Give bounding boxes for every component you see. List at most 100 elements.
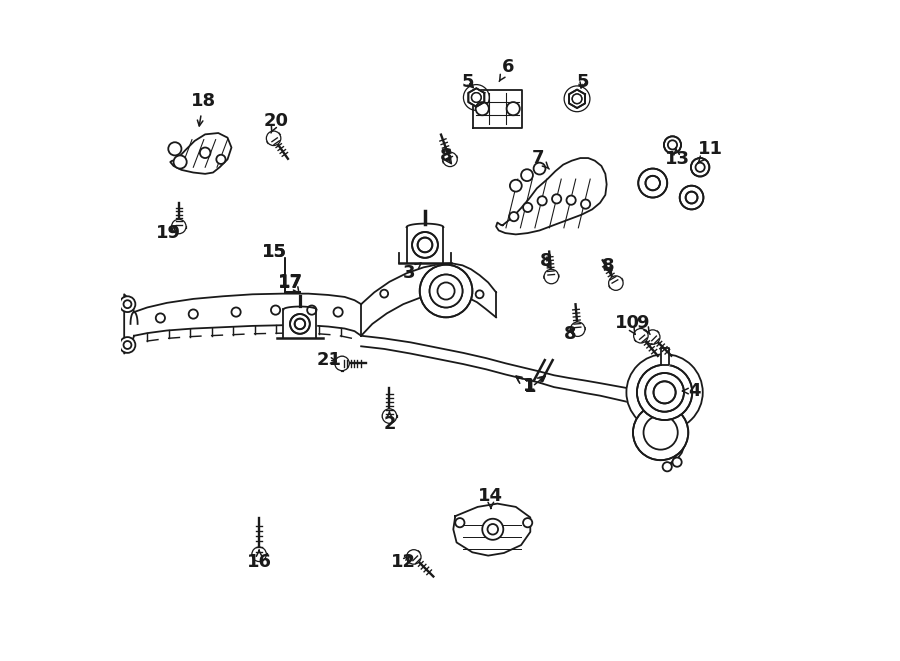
Circle shape	[637, 365, 692, 420]
Text: 18: 18	[191, 93, 216, 126]
Polygon shape	[496, 158, 607, 235]
Circle shape	[581, 200, 590, 209]
Circle shape	[172, 219, 186, 234]
Circle shape	[156, 313, 165, 323]
Circle shape	[168, 142, 182, 155]
Circle shape	[290, 314, 310, 334]
Circle shape	[507, 102, 520, 115]
Polygon shape	[407, 223, 444, 262]
Polygon shape	[569, 90, 585, 108]
Text: 21: 21	[317, 351, 341, 369]
Text: 11: 11	[698, 140, 724, 163]
Circle shape	[334, 307, 343, 317]
Circle shape	[380, 290, 388, 297]
Circle shape	[510, 180, 522, 192]
Text: 15: 15	[263, 243, 287, 260]
Circle shape	[552, 194, 562, 204]
Circle shape	[120, 296, 135, 312]
Polygon shape	[468, 89, 484, 106]
Circle shape	[412, 232, 438, 258]
Circle shape	[645, 330, 660, 344]
Text: 10: 10	[616, 313, 640, 334]
Circle shape	[189, 309, 198, 319]
Circle shape	[437, 282, 454, 299]
Circle shape	[294, 319, 305, 329]
Circle shape	[455, 518, 464, 527]
Text: 6: 6	[500, 58, 514, 81]
Polygon shape	[468, 89, 484, 106]
Circle shape	[544, 269, 559, 284]
Circle shape	[645, 373, 684, 412]
Polygon shape	[407, 227, 444, 262]
Polygon shape	[284, 309, 317, 338]
Text: 8: 8	[564, 325, 577, 343]
Circle shape	[464, 85, 490, 110]
Text: 1: 1	[523, 377, 544, 395]
Polygon shape	[361, 263, 496, 336]
Circle shape	[120, 337, 135, 353]
Text: 2: 2	[383, 412, 396, 433]
Polygon shape	[569, 90, 585, 108]
Circle shape	[266, 131, 281, 145]
Circle shape	[418, 237, 432, 253]
Circle shape	[216, 155, 226, 164]
Circle shape	[686, 192, 698, 204]
Text: 17: 17	[278, 274, 303, 292]
Circle shape	[564, 86, 590, 112]
Circle shape	[680, 186, 704, 210]
Polygon shape	[454, 504, 530, 556]
Circle shape	[476, 102, 489, 115]
Polygon shape	[361, 336, 655, 408]
Text: 9: 9	[636, 313, 650, 334]
Circle shape	[252, 547, 266, 562]
Circle shape	[123, 300, 131, 308]
Circle shape	[653, 381, 676, 403]
Text: 19: 19	[156, 224, 181, 242]
Text: 17: 17	[278, 273, 303, 293]
Text: 4: 4	[682, 382, 701, 400]
Circle shape	[633, 405, 688, 460]
Circle shape	[429, 274, 463, 307]
Circle shape	[488, 524, 498, 535]
Circle shape	[634, 329, 648, 343]
Circle shape	[443, 152, 457, 167]
Circle shape	[307, 305, 317, 315]
Circle shape	[231, 307, 240, 317]
Circle shape	[472, 93, 482, 102]
Circle shape	[200, 147, 211, 158]
Circle shape	[608, 276, 623, 290]
Circle shape	[638, 169, 667, 198]
Polygon shape	[419, 264, 472, 317]
Circle shape	[672, 457, 681, 467]
Circle shape	[174, 155, 186, 169]
Circle shape	[482, 519, 503, 540]
Text: 8: 8	[602, 257, 615, 275]
Circle shape	[407, 550, 421, 564]
Circle shape	[572, 94, 581, 104]
Text: 1: 1	[516, 376, 536, 396]
Circle shape	[534, 163, 545, 175]
Text: 5: 5	[462, 73, 474, 91]
Circle shape	[335, 356, 349, 371]
Circle shape	[645, 176, 660, 190]
Text: 5: 5	[577, 73, 590, 91]
Circle shape	[382, 408, 397, 423]
Polygon shape	[134, 293, 361, 336]
Circle shape	[419, 264, 472, 317]
Circle shape	[123, 341, 131, 349]
Text: 8: 8	[440, 147, 453, 165]
Text: 16: 16	[247, 550, 272, 571]
Text: 1: 1	[517, 377, 535, 395]
Circle shape	[662, 462, 671, 471]
Circle shape	[691, 158, 709, 176]
Circle shape	[472, 93, 482, 102]
Text: 13: 13	[664, 147, 689, 169]
Circle shape	[271, 305, 280, 315]
Polygon shape	[626, 354, 703, 430]
Circle shape	[523, 203, 532, 212]
Circle shape	[572, 94, 581, 104]
Polygon shape	[661, 348, 669, 365]
Polygon shape	[170, 133, 231, 174]
Text: 8: 8	[540, 253, 553, 270]
Text: 3: 3	[403, 263, 421, 282]
